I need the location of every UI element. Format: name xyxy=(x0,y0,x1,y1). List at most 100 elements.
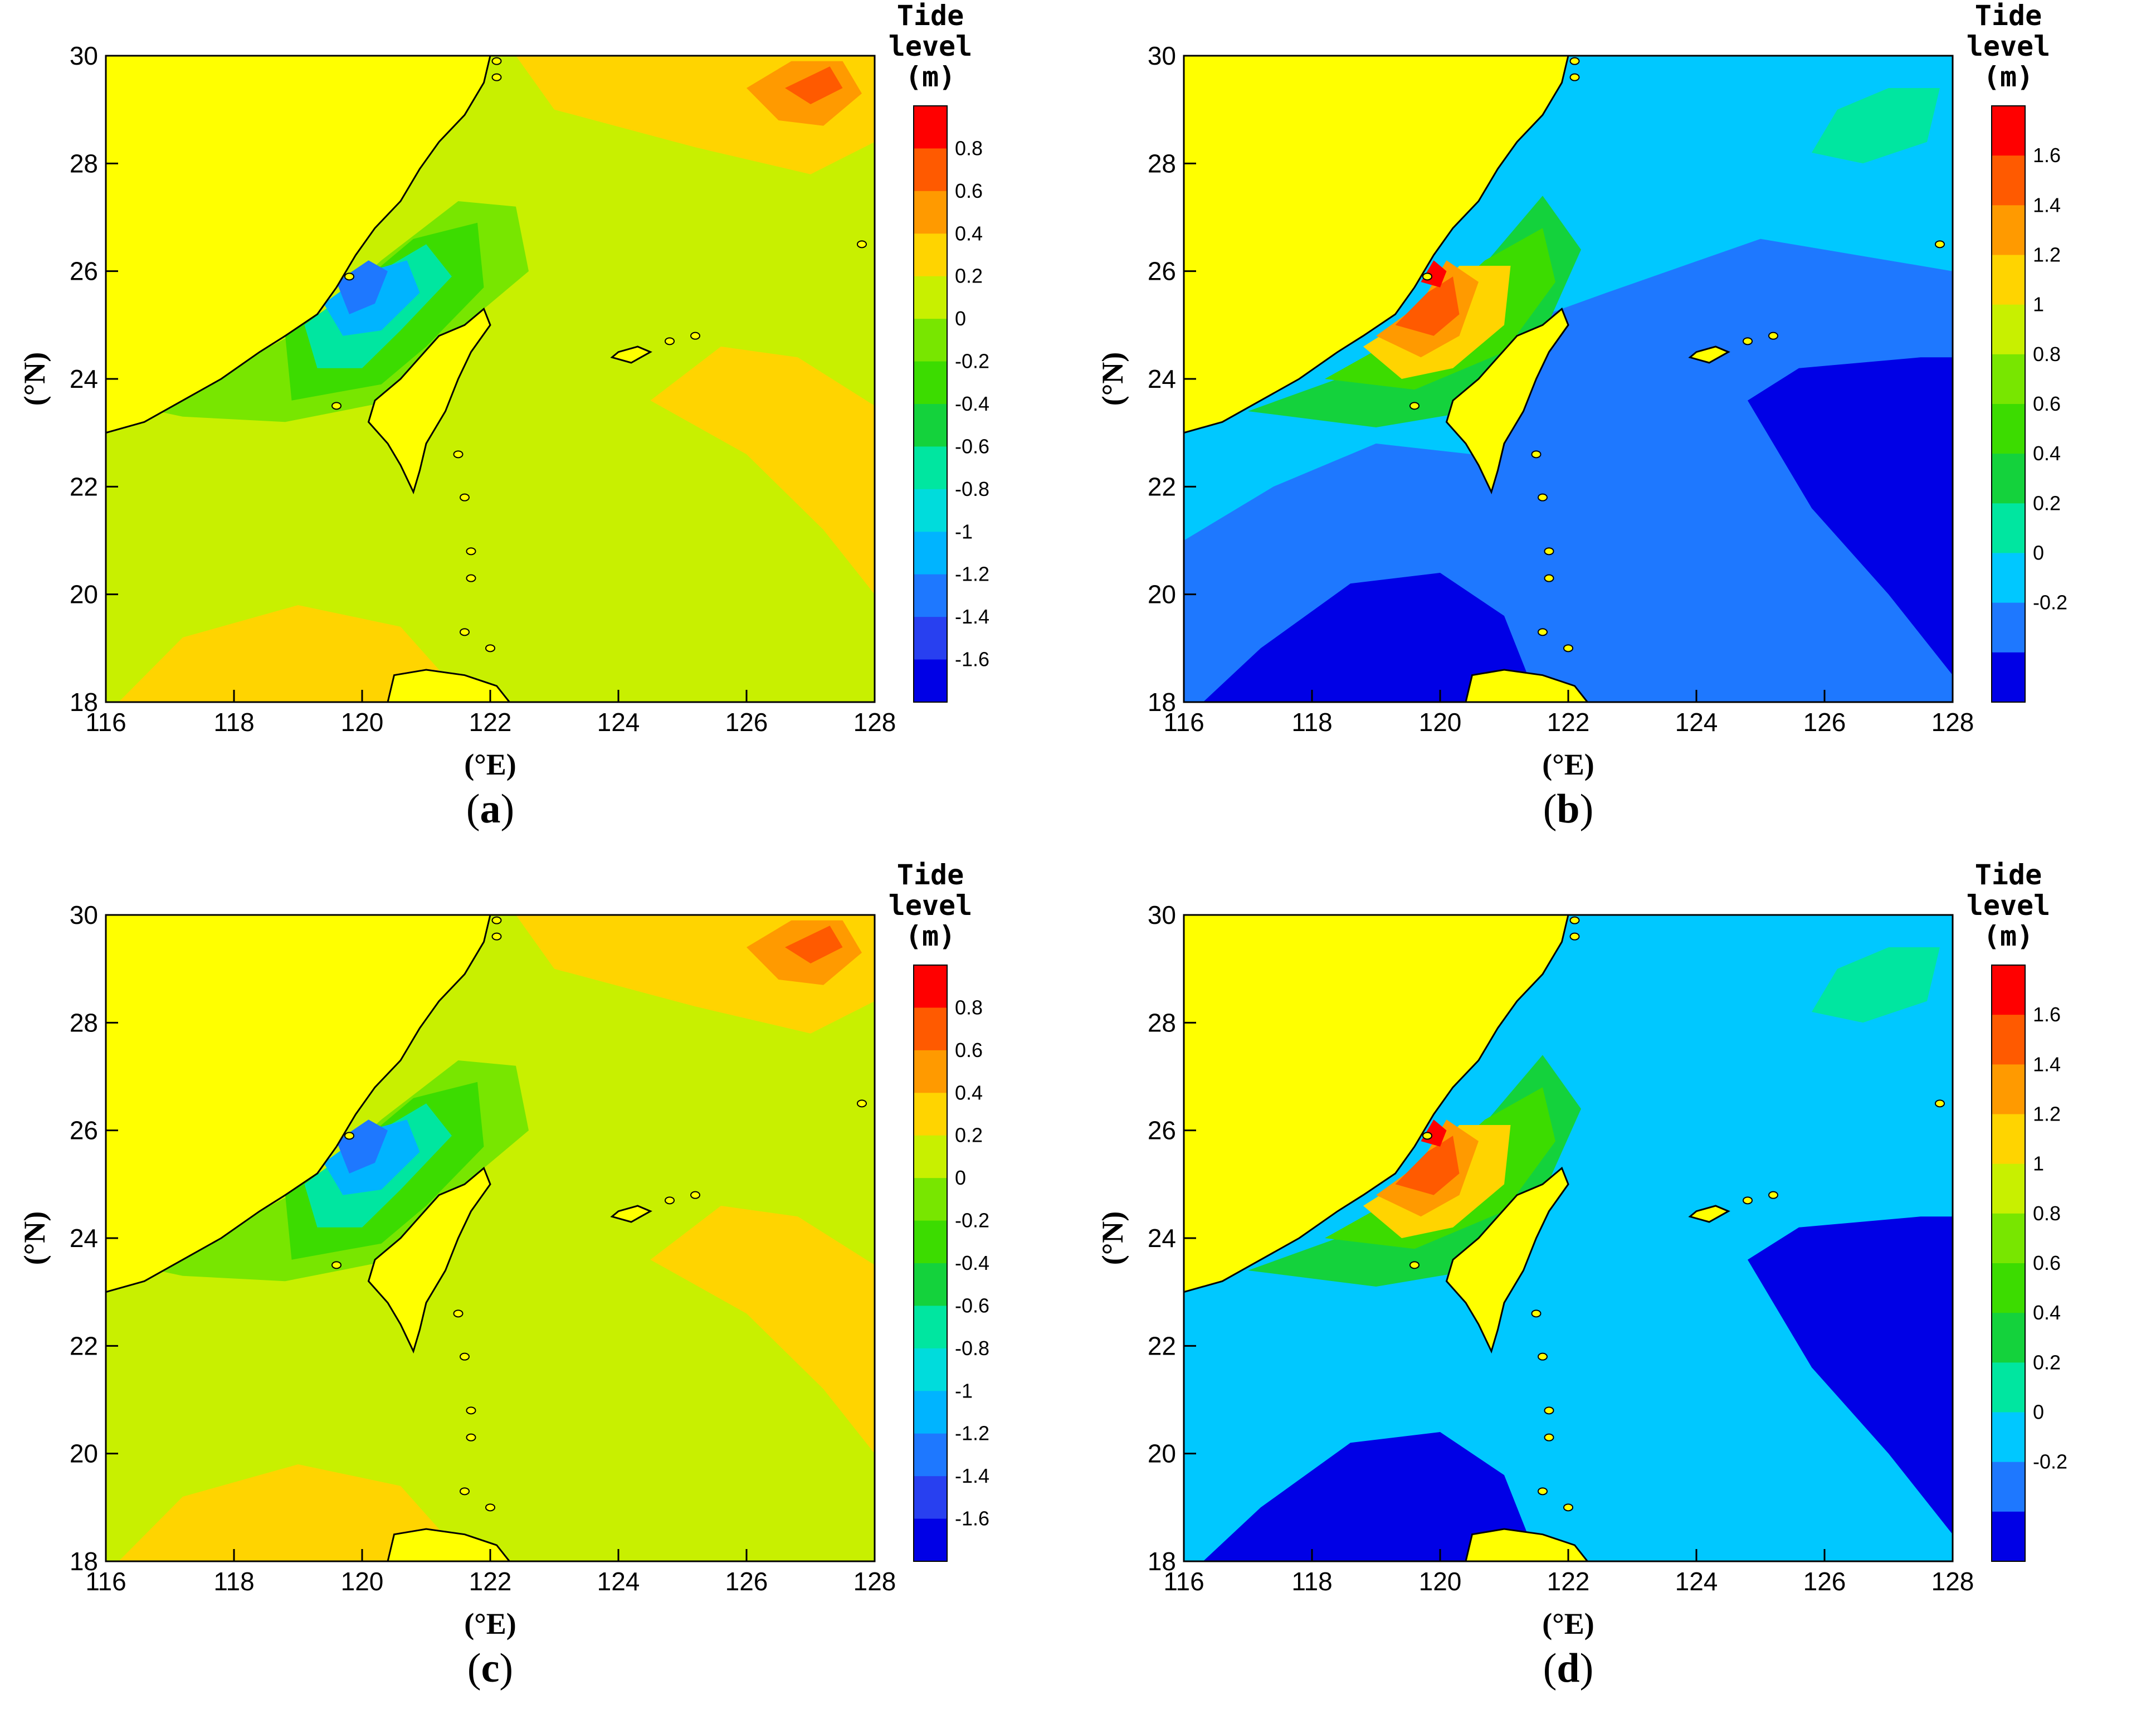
panel-caption-letter: d xyxy=(1557,1645,1580,1691)
panel-d: 116 118 120 122 124 126 128 30 28 26 24 22 20 18 (°E) (… xyxy=(1078,859,2156,1718)
small-island xyxy=(331,402,342,410)
colorbar-tick-label: -1.6 xyxy=(955,648,989,671)
y-tick-label: 24 xyxy=(1148,1224,1176,1253)
colorbar-swatch xyxy=(1992,404,2025,454)
colorbar-tick-label: 0 xyxy=(2033,542,2044,564)
small-island xyxy=(344,1132,354,1140)
taiwan-island xyxy=(1445,1166,1569,1354)
colorbar-tick-label: -0.4 xyxy=(955,1251,989,1274)
legend-title: level xyxy=(1967,889,2051,922)
x-tick-label: 128 xyxy=(853,1567,896,1596)
colorbar-swatch xyxy=(914,404,947,447)
y-tick-label: 18 xyxy=(70,1547,98,1576)
small-island xyxy=(1422,1132,1432,1140)
panel-caption-letter: b xyxy=(1557,786,1580,832)
legend-title: (m) xyxy=(1983,920,2033,952)
x-tick-label: 126 xyxy=(725,708,768,737)
small-island xyxy=(1544,1433,1554,1442)
southern-land xyxy=(387,1528,511,1561)
tide-contour-region xyxy=(650,1206,875,1454)
panel-b: 116 118 120 122 124 126 128 30 28 26 24 22 20 18 (°E) (… xyxy=(1078,0,2156,859)
legend-title: (m) xyxy=(905,61,955,93)
y-tick-label: 30 xyxy=(1148,41,1176,70)
small-island xyxy=(331,1261,342,1269)
x-tick-label: 126 xyxy=(725,1567,768,1596)
panel-caption-letter: a xyxy=(480,786,501,832)
taiwan-island xyxy=(367,1166,491,1354)
small-island xyxy=(1743,337,1753,345)
colorbar-swatch xyxy=(914,1178,947,1221)
colorbar-frame xyxy=(1991,965,2026,1562)
colorbar-tick-label: -0.6 xyxy=(955,435,989,457)
small-island xyxy=(857,1099,867,1108)
small-island xyxy=(857,240,867,249)
y-tick-label: 26 xyxy=(1148,257,1176,286)
x-tick-label: 118 xyxy=(1291,708,1332,737)
colorbar-swatch xyxy=(914,574,947,617)
x-tick-label: 122 xyxy=(469,708,512,737)
y-tick-label: 28 xyxy=(70,1008,98,1037)
colorbar-swatch xyxy=(914,148,947,192)
small-island xyxy=(1768,1191,1778,1199)
tide-contour-region xyxy=(1203,1432,1530,1561)
small-island xyxy=(1544,547,1554,556)
colorbar-tick-label: 1.6 xyxy=(2033,144,2061,167)
small-island xyxy=(690,1191,700,1199)
y-tick-label: 26 xyxy=(70,257,98,286)
colorbar-swatch xyxy=(914,446,947,490)
colorbar-tick-label: 1.4 xyxy=(2033,193,2061,216)
colorbar-swatch xyxy=(1992,1263,2025,1313)
colorbar-swatch xyxy=(1992,1511,2025,1562)
colorbar-tick-label: 0.6 xyxy=(955,1039,983,1061)
colorbar-swatch xyxy=(1992,1362,2025,1413)
colorbar-swatch xyxy=(914,276,947,319)
tide-contour-region xyxy=(1395,1136,1460,1195)
panel-caption-letter: c xyxy=(481,1645,500,1691)
colorbar-tick-label: -1.2 xyxy=(955,1422,989,1445)
colorbar-swatch xyxy=(1992,1462,2025,1512)
okinawa-island xyxy=(1688,345,1730,364)
map-svg: 116 118 120 122 124 126 128 30 28 26 24 22 20 18 (°E) (… xyxy=(18,0,989,781)
colorbar-tick-label: 0.2 xyxy=(955,265,983,288)
small-island xyxy=(1409,1261,1420,1269)
map-svg: 116 118 120 122 124 126 128 30 28 26 24 22 20 18 (°E) (… xyxy=(1096,859,2067,1640)
small-island xyxy=(453,1309,464,1318)
colorbar-swatch xyxy=(914,1391,947,1434)
small-island xyxy=(460,1352,470,1361)
y-tick-label: 28 xyxy=(70,149,98,178)
colorbar-tick-label: -0.2 xyxy=(2033,591,2067,614)
legend-title: level xyxy=(889,30,973,62)
colorbar-swatch xyxy=(914,617,947,660)
colorbar-frame xyxy=(913,965,948,1562)
legend-title: Tide xyxy=(1975,859,2042,891)
colorbar-swatch xyxy=(1992,304,2025,355)
small-island xyxy=(491,932,502,941)
colorbar-swatch xyxy=(914,319,947,362)
small-island xyxy=(1935,240,1945,249)
panel-caption: (b) xyxy=(1543,786,1594,832)
small-island xyxy=(466,574,476,582)
map-field xyxy=(1184,915,1953,1561)
colorbar-swatch xyxy=(914,106,947,149)
small-island xyxy=(1409,402,1420,410)
x-tick-label: 128 xyxy=(1931,708,1974,737)
small-island xyxy=(1563,644,1573,652)
y-tick-label: 20 xyxy=(1148,580,1176,609)
colorbar-tick-label: -0.8 xyxy=(955,1337,989,1360)
tide-contour-region xyxy=(1395,276,1460,336)
y-tick-label: 30 xyxy=(70,41,98,70)
tide-contour-region xyxy=(1748,357,1953,675)
y-tick-label: 24 xyxy=(70,1224,98,1253)
x-axis-label: (°E) xyxy=(1542,1607,1594,1640)
tide-contour-region xyxy=(785,66,843,104)
x-tick-label: 122 xyxy=(1547,1567,1590,1596)
x-tick-label: 126 xyxy=(1803,1567,1846,1596)
colorbar-tick-label: 0.4 xyxy=(955,222,983,245)
small-island xyxy=(1544,574,1554,582)
colorbar-swatch xyxy=(1992,155,2025,206)
x-tick-label: 124 xyxy=(597,1567,640,1596)
tide-contour-region xyxy=(1748,1216,1953,1535)
map-field xyxy=(1184,56,1953,702)
x-tick-label: 120 xyxy=(341,1567,384,1596)
colorbar-swatch xyxy=(1992,1015,2025,1065)
